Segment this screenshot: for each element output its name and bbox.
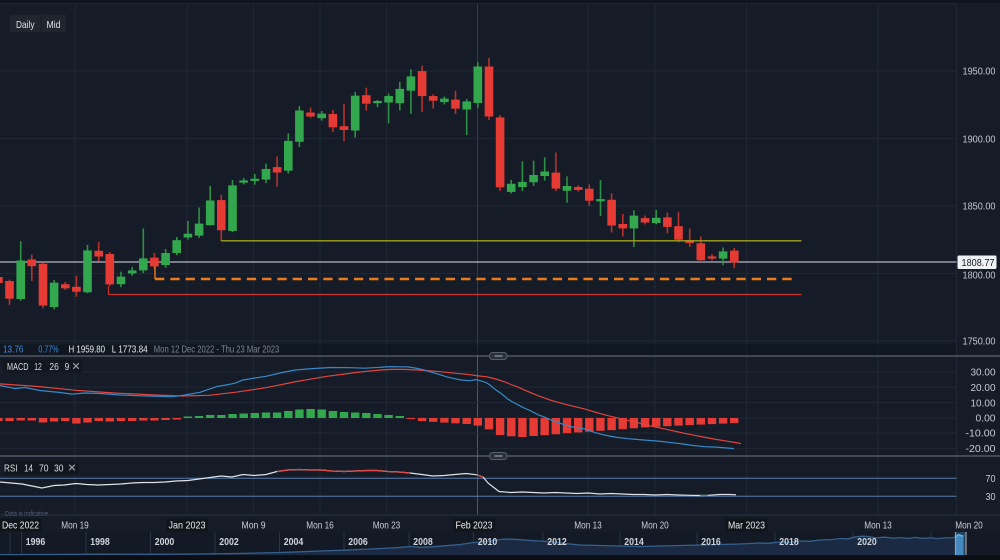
svg-text:1998: 1998 [90, 537, 110, 548]
svg-text:2014: 2014 [624, 537, 644, 548]
svg-text:L 1773.84: L 1773.84 [112, 344, 148, 356]
svg-text:Mon 16: Mon 16 [306, 520, 334, 532]
svg-text:1808.77: 1808.77 [962, 258, 995, 269]
svg-text:Feb 2023: Feb 2023 [456, 520, 493, 532]
svg-text:RSI: RSI [4, 464, 18, 475]
svg-text:9: 9 [65, 362, 70, 373]
svg-text:30: 30 [986, 492, 996, 503]
svg-text:2002: 2002 [219, 537, 239, 548]
svg-text:Mar 2023: Mar 2023 [728, 520, 765, 532]
svg-text:1950.00: 1950.00 [963, 67, 996, 78]
svg-text:1996: 1996 [26, 537, 46, 548]
svg-text:14: 14 [24, 464, 33, 475]
svg-text:70: 70 [39, 464, 49, 475]
svg-text:30: 30 [54, 464, 64, 475]
svg-text:Mon 9: Mon 9 [242, 520, 266, 532]
svg-text:-10.00: -10.00 [966, 429, 996, 440]
svg-text:1900.00: 1900.00 [963, 135, 996, 146]
svg-text:-20.00: -20.00 [966, 444, 996, 455]
svg-text:Mon 13: Mon 13 [574, 520, 602, 532]
svg-text:1800.00: 1800.00 [963, 271, 996, 282]
svg-text:Daily: Daily [16, 19, 35, 31]
svg-text:20.00: 20.00 [971, 383, 996, 394]
svg-text:0.77%: 0.77% [38, 344, 58, 356]
svg-text:2000: 2000 [155, 537, 175, 548]
svg-text:2006: 2006 [348, 537, 368, 548]
svg-text:1850.00: 1850.00 [963, 202, 996, 213]
svg-text:Mon 20: Mon 20 [641, 520, 669, 532]
svg-text:12: 12 [34, 362, 42, 373]
svg-text:0.00: 0.00 [976, 414, 996, 425]
svg-text:13.76: 13.76 [3, 344, 24, 356]
svg-text:Mid: Mid [47, 19, 61, 31]
svg-text:2008: 2008 [413, 537, 433, 548]
svg-text:Mon 23: Mon 23 [373, 520, 401, 532]
svg-text:2020: 2020 [857, 537, 877, 548]
svg-text:10.00: 10.00 [971, 398, 996, 409]
svg-text:70: 70 [986, 474, 996, 485]
svg-text:2018: 2018 [779, 537, 799, 548]
svg-text:Data is indicative: Data is indicative [5, 511, 48, 518]
svg-text:Mon 19: Mon 19 [61, 520, 89, 532]
svg-text:1750.00: 1750.00 [963, 337, 996, 348]
svg-text:Mon 20: Mon 20 [955, 520, 983, 532]
svg-text:MACD: MACD [7, 362, 29, 373]
svg-text:H 1959.80: H 1959.80 [69, 344, 106, 356]
svg-text:2010: 2010 [478, 537, 498, 548]
svg-text:Jan 2023: Jan 2023 [169, 520, 206, 532]
svg-text:Mon 12 Dec 2022 - Thu 23 Mar 2: Mon 12 Dec 2022 - Thu 23 Mar 2023 [154, 344, 280, 356]
svg-text:26: 26 [49, 362, 59, 373]
svg-text:2012: 2012 [547, 537, 567, 548]
svg-text:2004: 2004 [284, 537, 304, 548]
svg-text:2016: 2016 [701, 537, 721, 548]
svg-text:30.00: 30.00 [971, 368, 996, 379]
svg-text:Dec 2022: Dec 2022 [2, 520, 39, 532]
svg-text:Mon 13: Mon 13 [864, 520, 892, 532]
